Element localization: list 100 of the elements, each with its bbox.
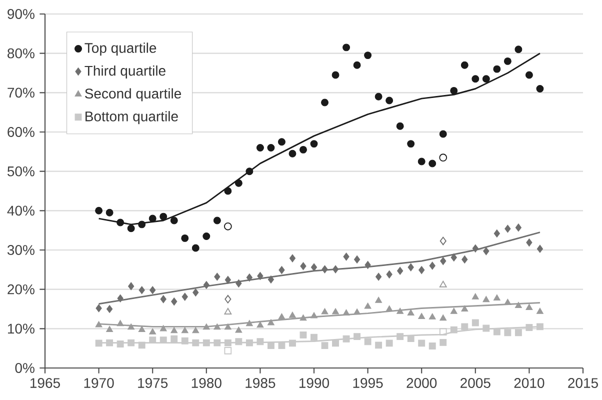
- point: [235, 338, 242, 346]
- point: [234, 179, 242, 187]
- point: [461, 323, 468, 330]
- point: [310, 140, 318, 148]
- point: [214, 272, 220, 281]
- point: [310, 263, 318, 272]
- point: [386, 96, 394, 104]
- point: [332, 71, 340, 79]
- point: [536, 84, 544, 92]
- point: [472, 293, 479, 300]
- point: [364, 260, 371, 269]
- point: [214, 339, 221, 346]
- point: [460, 61, 468, 69]
- point: [288, 312, 296, 318]
- point: [439, 154, 448, 162]
- point: [116, 218, 124, 226]
- point: [504, 224, 511, 233]
- point: [256, 338, 264, 346]
- point: [332, 340, 339, 347]
- point: [288, 150, 296, 158]
- point: [192, 288, 199, 296]
- point: [224, 339, 232, 346]
- point: [440, 257, 446, 266]
- point: [439, 280, 447, 288]
- point: [170, 216, 178, 224]
- point: [407, 309, 414, 316]
- point: [526, 304, 533, 310]
- point: [213, 216, 221, 224]
- x-tick-label: 1975: [138, 378, 168, 388]
- point: [536, 308, 544, 314]
- point: [504, 57, 512, 65]
- point: [300, 331, 307, 338]
- point: [278, 138, 286, 146]
- point: [364, 302, 372, 309]
- point: [203, 281, 210, 290]
- point: [202, 232, 210, 240]
- point: [396, 333, 404, 340]
- point: [407, 140, 415, 148]
- x-tick-label: 2015: [568, 378, 598, 388]
- y-tick-label: 40%: [7, 206, 34, 216]
- point: [181, 337, 188, 344]
- x-tick-label: 1995: [353, 378, 383, 388]
- point: [525, 71, 533, 79]
- point: [235, 326, 242, 333]
- point: [246, 274, 253, 282]
- point: [160, 325, 167, 332]
- point: [514, 46, 522, 54]
- point: [515, 224, 522, 232]
- point: [150, 286, 156, 294]
- point: [536, 244, 544, 253]
- y-tick-label: 10%: [8, 324, 34, 334]
- point: [192, 339, 200, 346]
- point: [95, 321, 102, 328]
- point: [224, 222, 232, 230]
- point: [493, 294, 500, 301]
- point: [224, 294, 232, 304]
- point: [342, 44, 350, 52]
- point: [96, 304, 102, 312]
- point: [106, 304, 113, 314]
- point: [418, 266, 425, 274]
- point: [514, 302, 522, 308]
- point: [514, 329, 522, 336]
- point: [289, 254, 296, 262]
- point: [439, 130, 447, 138]
- point: [300, 262, 306, 270]
- x-tick-label: 1980: [192, 378, 222, 388]
- point: [246, 339, 253, 346]
- y-tick-label: 70%: [8, 88, 34, 98]
- point: [148, 214, 156, 222]
- point: [170, 327, 178, 334]
- point: [462, 255, 468, 264]
- point: [138, 286, 145, 294]
- point: [116, 320, 124, 326]
- point: [450, 326, 458, 334]
- x-tick-label: 1985: [246, 378, 276, 388]
- point: [310, 312, 318, 318]
- x-tick-label: 1970: [84, 378, 114, 388]
- point: [322, 265, 328, 274]
- point: [504, 329, 512, 336]
- point: [128, 282, 134, 290]
- y-tick-label: 30%: [7, 245, 34, 255]
- point: [428, 160, 436, 168]
- point: [128, 339, 135, 346]
- point: [472, 75, 480, 83]
- point: [246, 168, 254, 176]
- point: [526, 324, 533, 331]
- legend-label: Top quartile: [84, 42, 156, 56]
- point: [278, 313, 286, 320]
- point: [343, 252, 350, 261]
- legend-label: Third quartile: [84, 65, 166, 78]
- point: [95, 206, 103, 214]
- point: [106, 326, 114, 332]
- point: [106, 339, 114, 346]
- point: [182, 292, 188, 301]
- point: [375, 272, 382, 281]
- point: [138, 326, 146, 332]
- point: [160, 295, 166, 304]
- point: [256, 322, 264, 328]
- point: [493, 328, 500, 336]
- point: [440, 338, 447, 346]
